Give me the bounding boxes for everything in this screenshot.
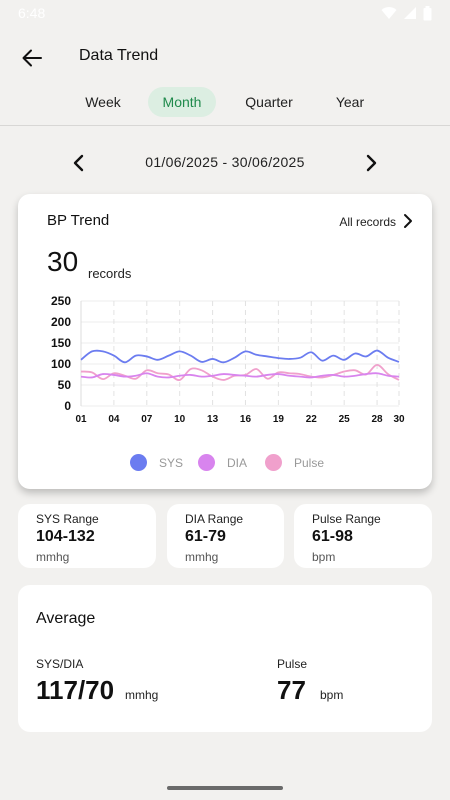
legend-item-sys[interactable]: SYS <box>130 454 183 471</box>
status-icons <box>381 5 432 21</box>
y-tick-label: 250 <box>51 294 71 308</box>
page-title: Data Trend <box>79 47 159 64</box>
pulse-range-title: Pulse Range <box>312 512 381 526</box>
dia-range-card: DIA Range 61-79 mmhg <box>167 504 284 568</box>
battery-icon <box>423 5 432 20</box>
x-tick-label: 30 <box>393 414 405 425</box>
x-tick-label: 19 <box>273 414 285 425</box>
y-tick-label: 100 <box>51 357 71 371</box>
y-tick-label: 200 <box>51 315 71 329</box>
app-header: Data Trend <box>0 38 450 78</box>
chevron-right-icon <box>366 154 377 172</box>
x-tick-label: 07 <box>141 414 153 425</box>
x-tick-label: 01 <box>75 414 87 425</box>
bp-trend-title: BP Trend <box>47 212 110 229</box>
average-pulse-label: Pulse <box>277 657 308 671</box>
x-tick-label: 04 <box>108 414 120 425</box>
sys-range-unit: mmhg <box>36 550 70 564</box>
legend-label-pulse: Pulse <box>294 455 325 470</box>
status-time: 6:48 <box>18 5 46 21</box>
records-count: 30 <box>47 246 79 277</box>
tabs-divider <box>0 125 450 126</box>
legend-dot-pulse <box>265 454 282 471</box>
next-period-button[interactable] <box>359 150 385 176</box>
average-pulse-value: 77 <box>277 675 306 705</box>
all-records-link[interactable]: All records <box>339 215 396 229</box>
previous-period-button[interactable] <box>65 150 91 176</box>
pulse-range-card: Pulse Range 61-98 bpm <box>294 504 432 568</box>
average-bp-unit: mmhg <box>125 688 159 702</box>
sys-range-title: SYS Range <box>36 512 99 526</box>
chevron-left-icon <box>73 154 84 172</box>
back-button[interactable] <box>18 44 46 72</box>
all-records-button[interactable] <box>400 212 416 230</box>
average-title: Average <box>36 610 96 627</box>
date-range-label: 01/06/2025 - 30/06/2025 <box>145 154 305 170</box>
series-line-pulse <box>80 363 400 381</box>
sys-range-value: 104-132 <box>36 528 95 545</box>
legend-item-dia[interactable]: DIA <box>198 454 247 471</box>
chart-legend: SYS DIA Pulse <box>18 454 432 476</box>
signal-icon <box>404 7 416 19</box>
y-tick-label: 50 <box>58 378 72 392</box>
pulse-range-unit: bpm <box>312 550 336 564</box>
records-label: records <box>88 266 132 281</box>
x-tick-label: 25 <box>339 414 351 425</box>
tab-month[interactable]: Month <box>148 87 216 117</box>
period-tabs: Week Month Quarter Year <box>0 87 450 117</box>
legend-label-dia: DIA <box>227 455 248 470</box>
legend-label-sys: SYS <box>159 455 184 470</box>
bp-trend-card: BP Trend All records 30 records 0 50 100 15… <box>18 194 432 489</box>
date-navigator: 01/06/2025 - 30/06/2025 <box>0 148 450 178</box>
average-card: Average SYS/DIA 117/70 mmhg Pulse 77 bpm <box>18 585 432 732</box>
y-tick-label: 0 <box>64 399 71 413</box>
legend-dot-sys <box>130 454 147 471</box>
x-tick-label: 10 <box>174 414 186 425</box>
average-bp-value: 117/70 <box>36 675 115 705</box>
dia-range-title: DIA Range <box>185 512 244 526</box>
legend-item-pulse[interactable]: Pulse <box>265 454 324 471</box>
tab-year[interactable]: Year <box>335 94 365 110</box>
average-pulse-unit: bpm <box>320 688 344 702</box>
tab-quarter[interactable]: Quarter <box>245 94 293 110</box>
chevron-right-icon <box>404 214 412 228</box>
tab-week[interactable]: Week <box>85 94 121 110</box>
x-tick-label: 16 <box>240 414 252 425</box>
dia-range-value: 61-79 <box>185 528 226 545</box>
x-tick-label: 13 <box>207 414 219 425</box>
wifi-icon <box>381 7 397 20</box>
legend-dot-dia <box>198 454 215 471</box>
sys-range-card: SYS Range 104-132 mmhg <box>18 504 156 568</box>
status-bar: 6:48 <box>0 0 450 26</box>
average-bp-label: SYS/DIA <box>36 657 84 671</box>
series-line-dia <box>80 372 400 379</box>
series-line-sys <box>80 349 400 364</box>
pulse-range-value: 61-98 <box>312 528 353 545</box>
home-indicator[interactable] <box>167 786 283 790</box>
dia-range-unit: mmhg <box>185 550 219 564</box>
bp-trend-chart: 0 50 100 150 200 250 01 04 07 10 13 16 19 22 25 28 30 <box>51 294 405 425</box>
x-tick-label: 22 <box>306 414 318 425</box>
arrow-left-icon <box>22 49 42 67</box>
y-tick-label: 150 <box>51 336 71 350</box>
x-tick-label: 28 <box>372 414 384 425</box>
